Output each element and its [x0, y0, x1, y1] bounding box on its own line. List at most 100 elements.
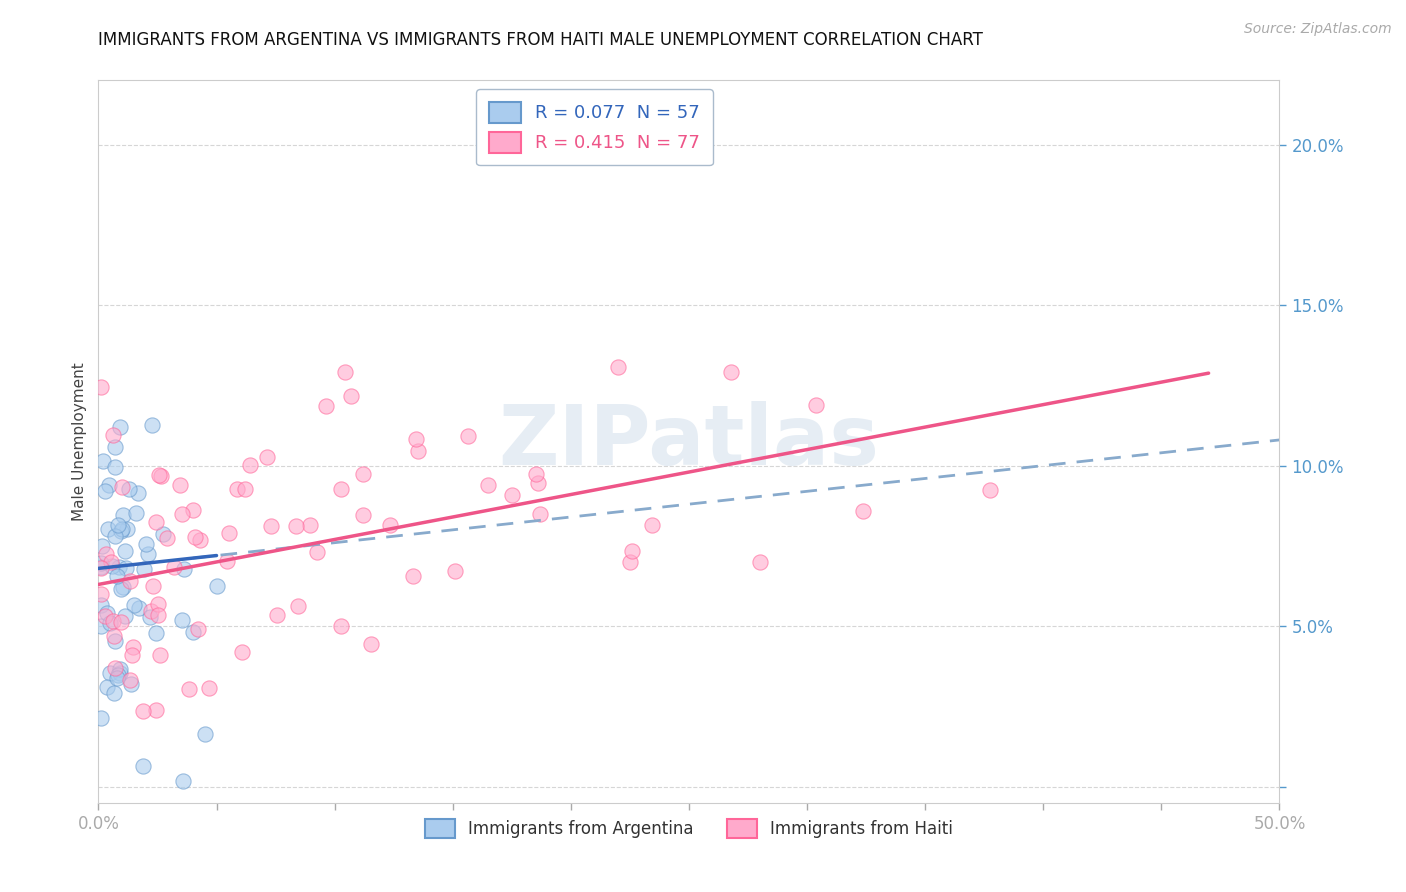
Point	[218, 526, 240, 541]
Point	[97, 522, 120, 536]
Point	[90, 711, 112, 725]
Legend: Immigrants from Argentina, Immigrants from Haiti: Immigrants from Argentina, Immigrants fr…	[418, 813, 960, 845]
Point	[457, 429, 479, 443]
Point	[501, 488, 523, 502]
Point	[804, 398, 827, 412]
Point	[139, 604, 162, 618]
Point	[120, 676, 142, 690]
Point	[352, 467, 374, 481]
Point	[145, 703, 167, 717]
Point	[132, 704, 155, 718]
Point	[287, 599, 309, 613]
Point	[94, 547, 117, 561]
Point	[360, 637, 382, 651]
Point	[620, 543, 643, 558]
Point	[235, 482, 257, 496]
Point	[406, 443, 429, 458]
Point	[127, 485, 149, 500]
Point	[352, 508, 374, 522]
Point	[149, 648, 172, 662]
Point	[145, 515, 167, 529]
Point	[111, 581, 134, 595]
Point	[607, 360, 630, 375]
Point	[231, 645, 253, 659]
Point	[98, 616, 121, 631]
Point	[979, 483, 1001, 497]
Point	[101, 614, 124, 628]
Point	[187, 623, 209, 637]
Point	[90, 560, 112, 574]
Point	[181, 625, 204, 640]
Point	[172, 613, 194, 627]
Point	[125, 506, 148, 520]
Point	[90, 560, 112, 574]
Point	[94, 484, 117, 499]
Point	[619, 555, 641, 569]
Point	[114, 544, 136, 558]
Point	[136, 547, 159, 561]
Point	[107, 518, 129, 533]
Point	[104, 441, 127, 455]
Point	[169, 478, 191, 492]
Point	[122, 640, 145, 654]
Point	[527, 476, 550, 491]
Point	[90, 618, 112, 632]
Point	[184, 530, 207, 544]
Text: ZIPatlas: ZIPatlas	[499, 401, 879, 482]
Point	[110, 582, 132, 597]
Point	[108, 662, 131, 676]
Point	[256, 450, 278, 464]
Text: IMMIGRANTS FROM ARGENTINA VS IMMIGRANTS FROM HAITI MALE UNEMPLOYMENT CORRELATION: IMMIGRANTS FROM ARGENTINA VS IMMIGRANTS …	[98, 31, 983, 49]
Point	[90, 556, 112, 570]
Point	[104, 459, 127, 474]
Y-axis label: Male Unemployment: Male Unemployment	[72, 362, 87, 521]
Point	[305, 545, 328, 559]
Point	[94, 608, 117, 623]
Point	[181, 503, 204, 517]
Point	[122, 598, 145, 612]
Point	[103, 629, 125, 643]
Point	[720, 365, 742, 379]
Point	[110, 615, 132, 629]
Point	[111, 480, 134, 494]
Point	[405, 432, 427, 446]
Point	[170, 507, 193, 521]
Point	[128, 600, 150, 615]
Point	[98, 477, 121, 491]
Point	[111, 522, 134, 536]
Point	[96, 607, 118, 621]
Point	[135, 537, 157, 551]
Point	[148, 607, 170, 622]
Point	[118, 673, 141, 687]
Point	[100, 665, 122, 680]
Point	[188, 533, 211, 548]
Point	[179, 681, 201, 696]
Point	[402, 569, 425, 583]
Point	[298, 517, 321, 532]
Point	[96, 680, 118, 694]
Point	[749, 555, 772, 569]
Point	[215, 554, 238, 568]
Point	[172, 774, 194, 789]
Point	[118, 574, 141, 589]
Point	[152, 527, 174, 541]
Point	[114, 560, 136, 574]
Point	[112, 508, 135, 522]
Point	[315, 400, 337, 414]
Point	[104, 660, 127, 674]
Point	[121, 648, 143, 663]
Point	[239, 458, 262, 473]
Point	[329, 482, 352, 496]
Point	[146, 597, 169, 611]
Point	[194, 727, 217, 741]
Point	[260, 519, 283, 533]
Point	[163, 560, 186, 574]
Point	[90, 380, 112, 394]
Point	[108, 420, 131, 434]
Point	[110, 524, 132, 539]
Point	[90, 587, 112, 601]
Point	[340, 389, 363, 403]
Point	[108, 665, 131, 680]
Point	[333, 365, 356, 379]
Point	[148, 468, 170, 483]
